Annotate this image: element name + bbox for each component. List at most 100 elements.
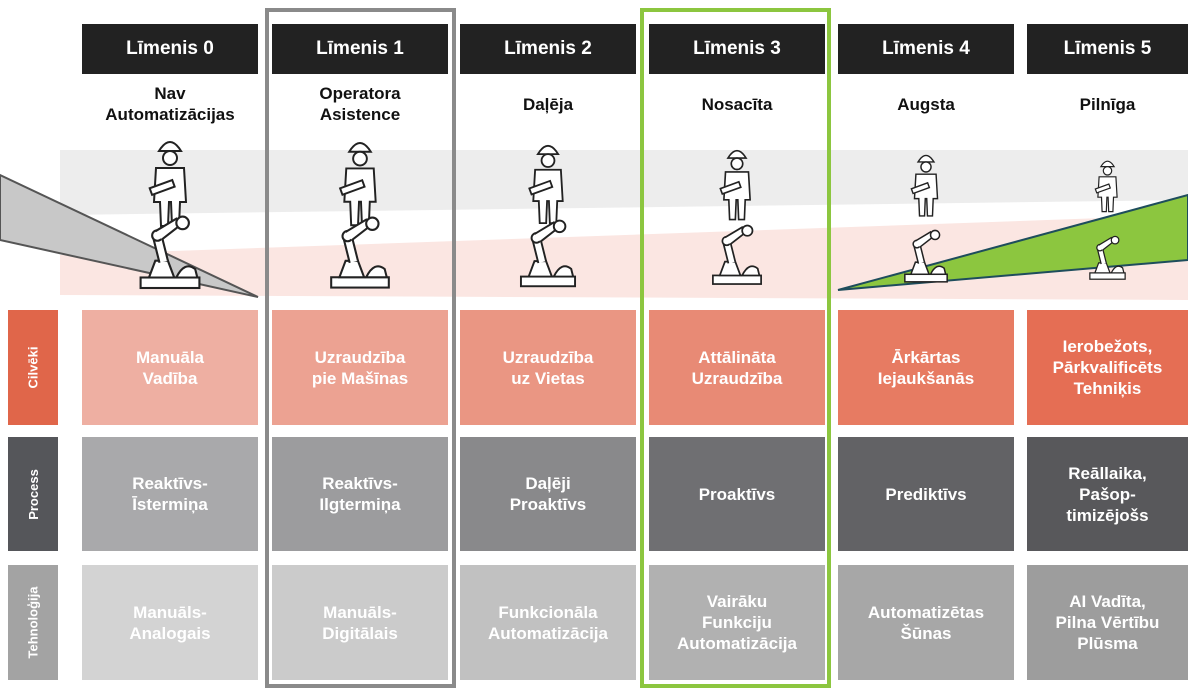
text-line: Reaktīvs- [132,474,208,493]
worker-icon [910,154,939,217]
text-line: Analogais [129,623,211,643]
text-line: Automatizācijas [105,105,235,124]
text-line: Šūnas [900,623,952,643]
highlight-level-1 [265,8,456,688]
robot-icon [1089,235,1126,280]
row-label: Process [8,437,58,551]
cell-technology: Funkcionāla Automatizācija [460,565,636,680]
cell-people: Ārkārtas Iejaukšanās [838,310,1014,425]
text-line: Proaktīvs [698,484,776,504]
icons [712,149,762,285]
level-header: Līmenis 2 [460,24,636,74]
cell-process: Reāllaika, Pašop-timizējošs [1027,437,1188,551]
cell-technology: Vairāku Funkciju Automatizācija [649,565,825,680]
cell-people: Uzraudzība pie Mašīnas [272,310,448,425]
text-line: Ierobežots, [1062,337,1153,356]
icons [1089,160,1126,280]
level-name: Nav Automatizācijas [76,80,264,128]
text-line: Manuāls- [323,602,397,622]
text-line: Īstermiņa [132,495,208,514]
level-name: Pilnīga [1021,80,1188,128]
row-label-text: Tehnoloģija [25,586,41,659]
cell-people: Attālināta Uzraudzība [649,310,825,425]
cell-process: Reaktīvs- Ilgtermiņa [272,437,448,551]
text-line: Attālināta [698,347,776,367]
level-header: Līmenis 4 [838,24,1014,74]
level-header: Līmenis 0 [82,24,258,74]
text-line: Pašop- [1079,484,1136,504]
text-line: Operatora [319,84,401,103]
robot-icon [139,215,201,290]
text-line: Tehniķis [1073,379,1142,398]
cell-process: Prediktīvs [838,437,1014,551]
pointer-left [0,173,259,298]
text-line: pie Mašīnas [311,368,409,388]
worker-band [60,150,1188,215]
text-line: Proaktīvs [509,495,587,514]
text-line: Nav [154,84,186,103]
level-name: Daļēja [454,80,642,128]
text-line: Manuāls- [133,602,207,622]
text-line: Asistence [319,105,401,124]
icons [330,141,390,289]
level-name: Operatora Asistence [266,80,454,128]
text-line: Ārkārtas [891,347,961,367]
cell-technology: Automatizētas Šūnas [838,565,1014,680]
cell-technology: Manuāls- Analogais [82,565,258,680]
level-header: Līmenis 5 [1027,24,1188,74]
text-line: Augsta [897,94,955,114]
text-line: uz Vietas [511,368,585,388]
cell-process: Daļēji Proaktīvs [460,437,636,551]
text-line: Vadība [142,368,198,388]
text-line: Uzraudzība [502,347,594,367]
level-header: Līmenis 3 [649,24,825,74]
row-label-text: Process [25,468,41,520]
icons [139,141,201,290]
text-line: Digitālais [322,623,398,643]
worker-icon [148,141,188,227]
cell-people: Uzraudzība uz Vietas [460,310,636,425]
text-line: Automatizācija [488,623,608,643]
text-line: Iejaukšanās [877,368,975,388]
text-line: timizējošs [1066,505,1149,525]
icons [519,144,577,288]
text-line: Pārkvalificēts [1052,358,1163,377]
cell-technology: Manuāls- Digitālais [272,565,448,680]
text-line: Automatizētas [867,602,985,622]
cell-people: Manuāla Vadība [82,310,258,425]
cell-process: Proaktīvs [649,437,825,551]
worker-icon [528,144,564,225]
row-label: Cilvēki [8,310,58,425]
text-line: Automatizācija [677,634,797,653]
level-name: Nosacīta [643,80,831,128]
highlight-level-3 [640,8,831,688]
text-line: Funkciju [702,613,772,632]
worker-icon [1094,160,1118,213]
text-line: Reaktīvs- [322,474,398,493]
text-line: Reāllaika, [1068,463,1147,483]
row-label-text: Cilvēki [25,346,41,389]
cell-process: Reaktīvs- Īstermiņa [82,437,258,551]
row-label: Tehnoloģija [8,565,58,680]
robot-icon [904,229,948,283]
robot-icon [330,216,390,289]
worker-icon [338,141,377,227]
text-line: Daļēja [522,94,574,114]
text-line: Manuāla [135,347,205,367]
text-line: Daļēji [525,474,571,493]
text-line: Plūsma [1077,634,1138,653]
text-line: Pilna Vērtību [1055,613,1160,632]
icons [904,154,948,283]
text-line: Uzraudzība [314,347,406,367]
robot-icon [712,224,762,285]
text-line: Uzraudzība [691,368,783,388]
worker-icon [719,149,751,221]
text-line: AI Vadīta, [1069,592,1146,611]
text-line: Vairāku [706,592,768,611]
text-line: Nosacīta [701,94,773,114]
text-line: Pilnīga [1079,94,1136,114]
cell-people: Ierobežots, Pārkvalificēts Tehniķis [1027,310,1188,425]
text-line: Prediktīvs [885,484,967,504]
text-line: Funkcionāla [498,602,598,622]
